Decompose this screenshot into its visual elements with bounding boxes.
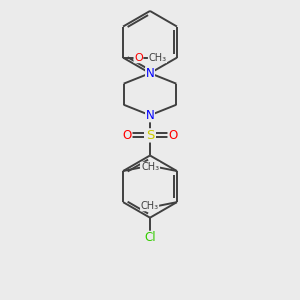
Text: CH₃: CH₃	[141, 162, 160, 172]
Text: O: O	[168, 129, 177, 142]
Text: CH₃: CH₃	[140, 201, 159, 211]
Text: CH₃: CH₃	[140, 162, 159, 172]
Text: O: O	[134, 52, 143, 63]
Text: Cl: Cl	[144, 231, 156, 244]
Text: N: N	[146, 67, 154, 80]
Text: CH₃: CH₃	[148, 52, 166, 63]
Text: O: O	[123, 129, 132, 142]
Text: N: N	[146, 109, 154, 122]
Text: S: S	[146, 129, 154, 142]
